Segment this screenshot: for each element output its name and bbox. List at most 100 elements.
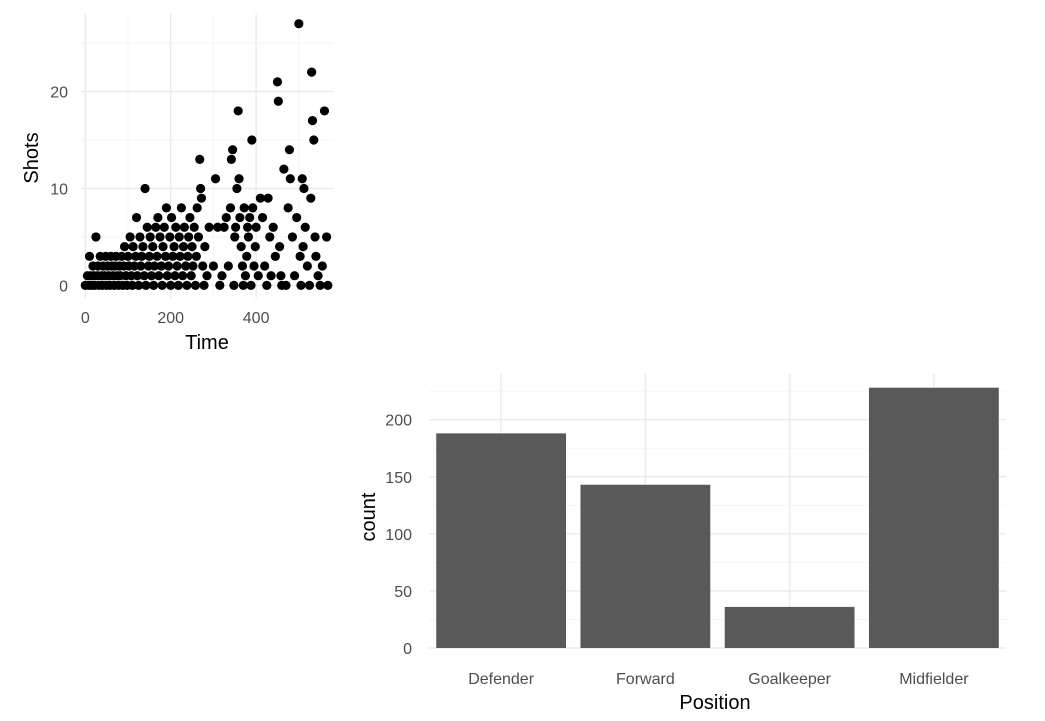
scatter-point bbox=[217, 271, 227, 281]
scatter-point bbox=[148, 242, 158, 252]
scatter-point bbox=[298, 242, 308, 252]
scatter-point bbox=[155, 232, 165, 242]
scatter-point bbox=[163, 261, 174, 271]
scatter-y-axis-title: Shots bbox=[21, 132, 43, 183]
scatter-point bbox=[255, 193, 265, 203]
scatter-point bbox=[311, 251, 321, 261]
scatter-point bbox=[169, 242, 179, 252]
scatter-point bbox=[127, 280, 137, 290]
scatter-point bbox=[152, 251, 162, 261]
scatter-point bbox=[221, 212, 231, 223]
scatter-point bbox=[306, 193, 316, 203]
scatter-point bbox=[116, 251, 127, 261]
scatter-point bbox=[162, 271, 172, 281]
scatter-point bbox=[294, 19, 304, 29]
scatter-point bbox=[249, 261, 259, 271]
scatter-point bbox=[128, 242, 138, 252]
bar-midfielder bbox=[868, 387, 999, 648]
scatter-point bbox=[193, 232, 204, 242]
scatter-point bbox=[183, 251, 193, 261]
scatter-point bbox=[173, 280, 183, 290]
scatter-point bbox=[284, 145, 295, 155]
scatter-point bbox=[283, 203, 293, 213]
bar-x-axis-title: Position bbox=[679, 692, 750, 714]
scatter-point bbox=[149, 261, 160, 271]
scatter-point bbox=[170, 271, 180, 281]
scatter-point bbox=[239, 203, 249, 213]
scatter-point bbox=[268, 222, 278, 232]
scatter-point bbox=[166, 280, 176, 290]
scatter-gridlines bbox=[81, 14, 333, 298]
bar-x-tick-label: Defender bbox=[468, 671, 534, 688]
scatter-point bbox=[84, 251, 95, 261]
scatter-point bbox=[136, 261, 146, 271]
bar-y-tick-label: 100 bbox=[385, 527, 412, 544]
scatter-point bbox=[295, 251, 305, 261]
scatter-point bbox=[287, 232, 298, 242]
scatter-point bbox=[179, 222, 189, 232]
scatter-point bbox=[182, 280, 192, 290]
scatter-point bbox=[262, 280, 272, 290]
scatter-point bbox=[185, 212, 195, 223]
bar-forward bbox=[580, 484, 711, 648]
scatter-point bbox=[196, 193, 207, 203]
scatter-y-tick-label: 10 bbox=[50, 181, 68, 198]
scatter-point bbox=[166, 212, 177, 223]
scatter-point bbox=[245, 212, 255, 223]
scatter-point bbox=[225, 203, 236, 213]
scatter-point bbox=[273, 96, 283, 106]
bar-y-tick-label: 150 bbox=[385, 470, 412, 487]
scatter-point bbox=[198, 261, 208, 271]
scatter-point bbox=[300, 222, 310, 232]
scatter-point bbox=[208, 261, 219, 271]
scatter-point bbox=[281, 280, 291, 290]
scatter-point bbox=[310, 232, 320, 242]
scatter-point bbox=[144, 251, 154, 261]
scatter-point bbox=[238, 280, 248, 290]
scatter-point bbox=[191, 251, 201, 261]
scatter-point bbox=[158, 242, 168, 252]
bar-x-tick-labels: Defender Forward Goalkeeper Midfielder bbox=[468, 671, 969, 688]
scatter-point bbox=[279, 164, 289, 174]
scatter-point bbox=[285, 174, 295, 184]
scatter-point bbox=[154, 271, 164, 281]
scatter-point bbox=[229, 280, 239, 290]
scatter-point bbox=[171, 222, 181, 232]
scatter-point bbox=[315, 280, 325, 290]
scatter-point bbox=[168, 251, 178, 261]
scatter-point bbox=[309, 135, 319, 145]
scatter-point bbox=[234, 174, 244, 184]
scatter-point bbox=[129, 261, 139, 271]
scatter-point bbox=[140, 183, 150, 194]
scatter-point bbox=[178, 242, 189, 252]
bar-y-axis-title: count bbox=[360, 492, 380, 541]
scatter-point bbox=[265, 232, 275, 242]
scatter-x-axis-title: Time bbox=[185, 332, 229, 354]
scatter-point bbox=[317, 261, 327, 271]
bar-y-tick-label: 50 bbox=[394, 584, 412, 601]
scatter-point bbox=[204, 222, 214, 232]
scatter-point bbox=[202, 271, 212, 281]
scatter-point bbox=[142, 222, 152, 232]
scatter-point bbox=[323, 280, 333, 290]
scatter-point bbox=[302, 261, 312, 271]
scatter-point bbox=[250, 242, 260, 252]
scatter-point bbox=[125, 232, 135, 242]
scatter-point bbox=[275, 242, 285, 252]
scatter-point bbox=[236, 242, 246, 252]
scatter-point bbox=[219, 222, 229, 232]
scatter-point bbox=[134, 280, 144, 290]
scatter-point bbox=[231, 222, 241, 232]
scatter-point bbox=[141, 280, 151, 290]
scatter-point bbox=[321, 232, 332, 242]
scatter-point bbox=[246, 280, 256, 290]
scatter-point bbox=[226, 154, 236, 164]
scatter-point bbox=[307, 116, 318, 126]
scatter-y-tick-label: 0 bbox=[59, 278, 68, 295]
bar-x-tick-label: Midfielder bbox=[899, 671, 969, 688]
scatter-point bbox=[319, 106, 330, 116]
scatter-point bbox=[296, 280, 306, 290]
scatter-point bbox=[313, 271, 323, 281]
scatter-point bbox=[272, 77, 283, 87]
scatter-point bbox=[174, 232, 184, 242]
